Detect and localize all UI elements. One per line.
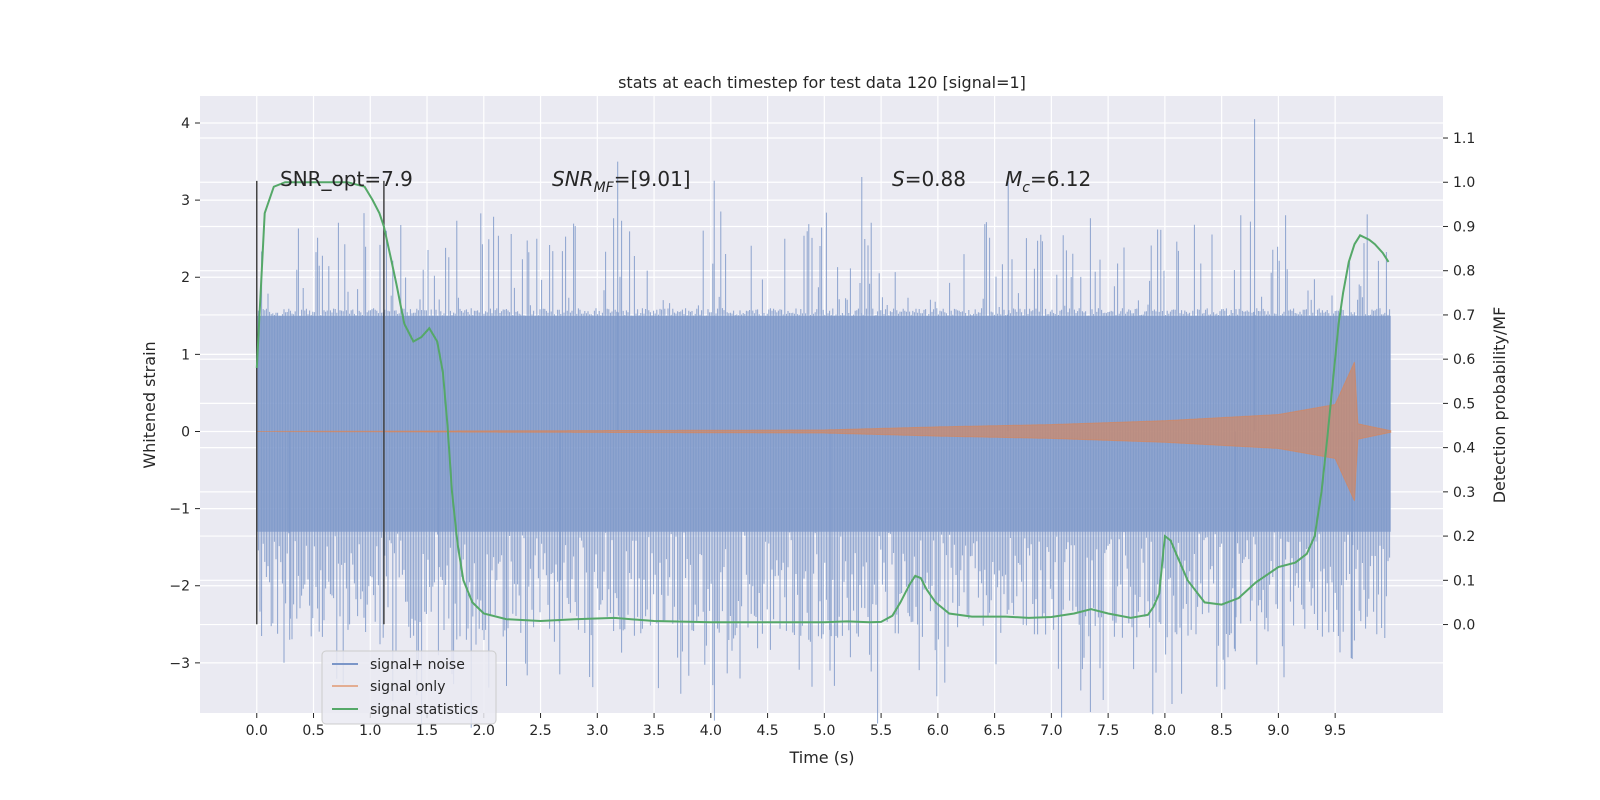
x-tick-label: 2.5 (529, 723, 551, 739)
x-tick-label: 7.0 (1040, 723, 1062, 739)
s-value: =0.88 (905, 167, 966, 191)
signal-statistics-series (255, 181, 1390, 624)
y-right-tick-label: 0.5 (1453, 396, 1475, 412)
y-right-tick-label: 0.2 (1453, 529, 1475, 545)
mc-subscript: c (1022, 180, 1030, 196)
x-tick-label: 6.5 (983, 723, 1005, 739)
x-tick-labels: 0.0 0.5 1.0 1.5 2.0 2.5 3.0 3.5 4.0 4.5 5.0 5.5 6.0 6… (246, 713, 1346, 739)
x-tick-label: 1.5 (416, 723, 438, 739)
mc-variable: M (1005, 167, 1022, 191)
y-right-tick-label: 0.4 (1453, 441, 1475, 457)
x-tick-label: 8.5 (1211, 723, 1233, 739)
statistics-line (255, 181, 1390, 624)
snr-mf-subscript: MF (594, 180, 615, 196)
x-tick-label: 0.5 (302, 723, 324, 739)
snr-mf-base: SNR (552, 167, 594, 191)
legend-label-stats: signal statistics (370, 702, 478, 718)
y-left-tick-label: 2 (181, 270, 190, 286)
y-left-axis-label: Whitened strain (140, 341, 159, 468)
signal-only-series (256, 361, 1392, 502)
y-left-tick-label: 1 (181, 347, 190, 363)
snr-mf-value: =[9.01] (614, 167, 691, 191)
x-tick-label: 9.5 (1324, 723, 1346, 739)
x-tick-label: 7.5 (1097, 723, 1119, 739)
x-tick-label: 9.0 (1267, 723, 1289, 739)
annotation-snr-opt: SNR_opt=7.9 (280, 167, 413, 191)
y-left-tick-labels: −3 −2 −1 0 1 2 3 4 (169, 116, 200, 672)
y-left-tick-label: −1 (169, 502, 190, 518)
x-tick-label: 4.0 (700, 723, 722, 739)
y-left-tick-label: 3 (181, 193, 190, 209)
y-right-tick-label: 1.1 (1453, 131, 1475, 147)
x-axis-label: Time (s) (788, 748, 854, 767)
y-right-tick-labels: 0.0 0.1 0.2 0.3 0.4 0.5 0.6 0.7 0.8 0.9 1.0 1.1 (1443, 131, 1475, 634)
y-right-tick-label: 0.0 (1453, 618, 1475, 634)
y-right-tick-label: 0.7 (1453, 308, 1475, 324)
x-tick-label: 8.0 (1154, 723, 1176, 739)
x-tick-label: 0.0 (246, 723, 268, 739)
legend-label-noise: signal+ noise (370, 657, 465, 673)
chart-title: stats at each timestep for test data 120… (618, 73, 1026, 92)
y-right-tick-label: 0.6 (1453, 352, 1475, 368)
y-right-tick-label: 1.0 (1453, 175, 1475, 191)
x-tick-label: 1.0 (359, 723, 381, 739)
legend-box (321, 650, 497, 725)
y-right-tick-label: 0.1 (1453, 573, 1475, 589)
y-left-tick-label: −3 (169, 656, 190, 672)
mc-value: =6.12 (1030, 167, 1091, 191)
s-variable: S (892, 167, 905, 191)
x-tick-label: 2.0 (473, 723, 495, 739)
legend: signal+ noise signal only signal statist… (321, 650, 497, 725)
y-right-tick-label: 0.9 (1453, 219, 1475, 235)
y-right-tick-label: 0.3 (1453, 485, 1475, 501)
x-tick-label: 5.0 (813, 723, 835, 739)
x-tick-label: 4.5 (756, 723, 778, 739)
y-right-tick-label: 0.8 (1453, 264, 1475, 280)
y-left-tick-label: −2 (169, 579, 190, 595)
annotation-s: S=0.88 (892, 167, 966, 191)
y-left-tick-label: 4 (181, 116, 190, 132)
y-left-tick-label: 0 (181, 424, 190, 440)
y-right-axis-label: Detection probability/MF (1490, 307, 1509, 504)
annotation-snr-mf: SNRMF=[9.01] (552, 167, 691, 196)
x-tick-label: 3.0 (586, 723, 608, 739)
x-tick-label: 5.5 (870, 723, 892, 739)
signal-chirp (256, 361, 1392, 502)
x-tick-label: 3.5 (643, 723, 665, 739)
x-tick-label: 6.0 (927, 723, 949, 739)
legend-label-signal: signal only (370, 679, 445, 695)
annotation-mc: Mc=6.12 (1005, 167, 1091, 196)
interval-markers (256, 180, 385, 625)
